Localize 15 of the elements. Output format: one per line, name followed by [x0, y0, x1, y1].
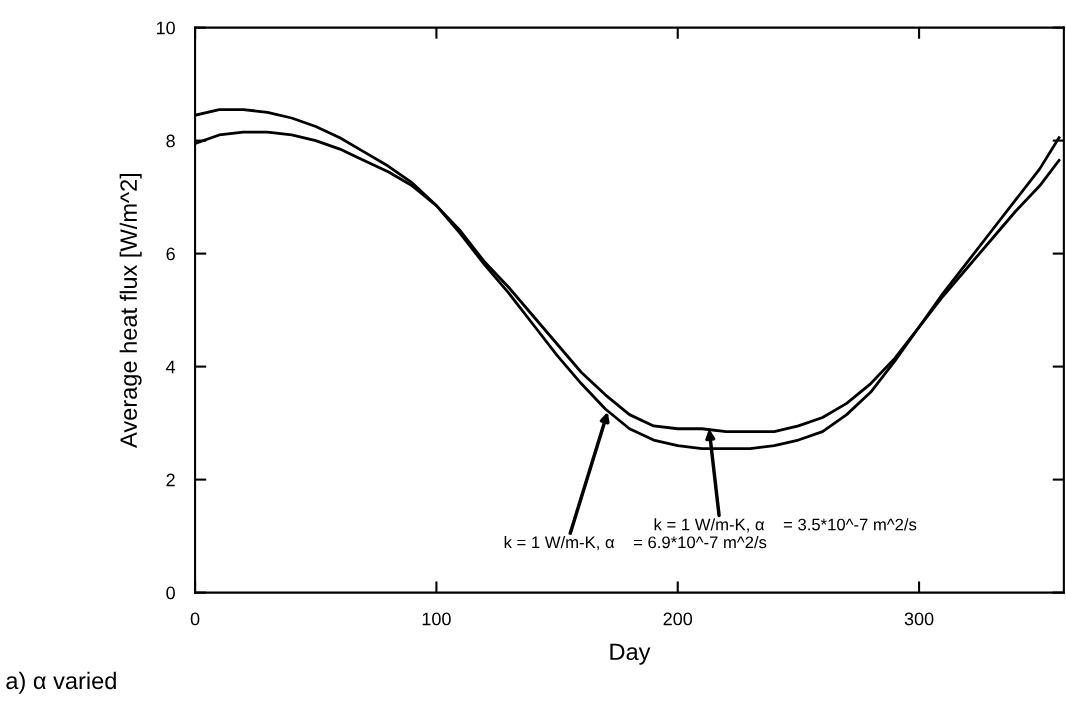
annotation: k = 1 W/m-K, α = 6.9*10^-7 m^2/s [504, 535, 767, 551]
y-axis-title: Average heat flux [W/m^2] [119, 173, 142, 448]
y-tick-label: 6 [166, 247, 175, 261]
x-tick-label: 200 [663, 612, 693, 626]
x-tick-label: 300 [904, 612, 934, 626]
x-tick-label: 100 [422, 612, 451, 626]
annotation: k = 1 W/m-K, α = 3.5*10^-7 m^2/s [654, 518, 917, 533]
y-tick-label: 2 [166, 473, 175, 487]
y-tick-label: 4 [166, 360, 176, 374]
text: a) α varied [6, 671, 116, 694]
x-tick-label: 0 [190, 612, 200, 626]
y-tick-label: 8 [166, 134, 175, 148]
y-tick-label: 0 [166, 586, 175, 600]
x-axis-title: Day [610, 643, 651, 665]
y-tick-label: 10 [156, 21, 175, 35]
